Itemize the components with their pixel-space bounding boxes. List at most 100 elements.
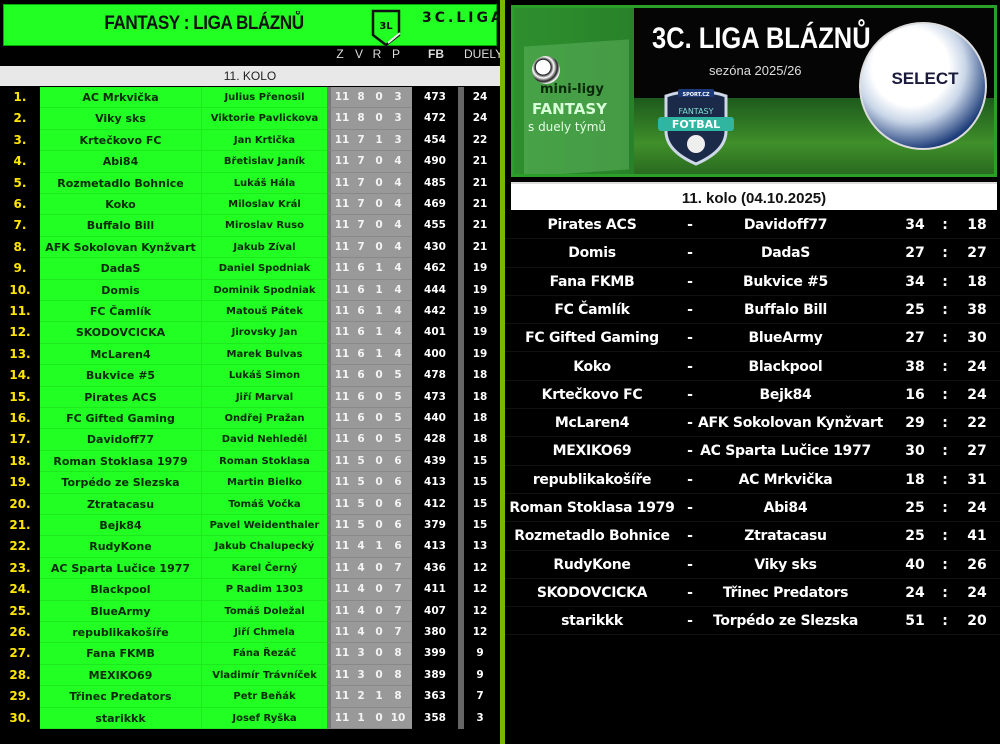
rank: 4. [13,154,27,169]
standings-row: 10. Domis Dominik Spodniak 11 6 1 4 444 19 [0,279,500,301]
soccer-ball-icon [532,56,560,84]
played: 11 [334,540,350,553]
duel-points: 9 [476,668,484,681]
stats-cell: 11 5 0 6 [327,493,412,515]
stats-cell: 11 5 0 6 [327,472,412,494]
separator [458,622,464,644]
manager-name: P Radim 1303 [201,579,327,601]
team-name: Roman Stoklasa 1979 [40,450,201,473]
match-row: Rozmetadlo Bohnice - Ztratacasu 25: 41 [505,522,1000,551]
fantasy-points: 490 [424,155,446,168]
team-name: Krtečkovo FC [40,129,201,152]
score-separator: : [942,245,948,262]
stats-cell: 11 4 0 7 [327,622,412,644]
manager-name: Tomáš Doležal [201,600,327,622]
rank: 8. [13,239,27,254]
fantasy-points: 411 [424,583,446,596]
match-separator: - [687,415,693,432]
home-team: MEXIKO69 [552,443,632,460]
fantasy-points: 389 [424,668,446,681]
manager-name: Miroslav Ruso [201,215,327,237]
score-separator: : [942,528,948,545]
rank: 28. [9,667,31,682]
team-name: AFK Sokolovan Kynžvart [40,236,201,259]
matches-round-title: 11. kolo (04.10.2025) [511,182,997,210]
away-score: 24 [967,584,987,601]
away-score: 27 [967,443,987,460]
stats-cell: 11 3 0 8 [327,643,412,665]
team-name: Viky sks [40,108,201,130]
wins: 4 [357,583,365,596]
duel-points: 15 [472,454,488,467]
separator [458,151,464,173]
score-separator: : [942,217,948,233]
home-team: FC Čamlík [554,301,630,318]
wins: 6 [357,305,365,317]
fantasy-fotbal-shield-logo: SPORT.CZ FANTASY FOTBAL [658,89,734,166]
duel-points: 3 [476,711,484,724]
manager-name: Pavel Weidenthaler [201,515,327,537]
duel-points: 21 [472,219,488,232]
duel-points: 7 [476,690,484,703]
away-team: Třinec Predators [722,584,849,601]
score-separator: : [942,500,948,516]
fantasy-points: 363 [424,690,446,703]
fantasy-points: 379 [424,519,446,531]
draws: 0 [375,433,383,446]
team-name: republikakošíře [40,622,201,644]
away-team: AC Mrkvička [738,471,833,488]
ball-brand: SELECT [891,69,959,88]
away-team: Abi84 [763,500,808,516]
separator [458,87,464,109]
league-logo-text: 3L [379,21,393,32]
draws: 0 [375,668,383,681]
team-name: Rozmetadlo Bohnice [40,172,201,194]
played: 11 [334,369,350,382]
score-separator: : [942,273,948,290]
match-separator: - [687,556,693,573]
panel-divider [500,0,505,744]
stats-cell: 11 2 1 8 [327,686,412,708]
duel-points: 18 [472,412,488,424]
fantasy-points: 413 [424,540,446,553]
col-duely: DUELY [464,47,504,61]
home-team: Roman Stoklasa 1979 [509,500,675,516]
wins: 4 [357,604,365,617]
rank: 3. [13,132,27,147]
league-header: FANTASY : LIGA BLÁZNŮ 3L 3C.LIGA [3,4,502,47]
away-team: Bukvice #5 [742,273,828,290]
home-team: Koko [573,358,611,375]
wins: 6 [357,433,365,446]
draws: 0 [375,412,383,424]
fantasy-points: 439 [424,454,446,467]
played: 11 [334,155,350,168]
wins: 3 [357,668,365,681]
wins: 4 [357,626,365,638]
home-score: 18 [905,471,925,488]
duel-points: 21 [472,240,488,253]
duel-points: 22 [472,133,488,146]
rank: 16. [9,411,31,425]
losses: 3 [394,91,402,103]
col-p: P [391,47,400,61]
wins: 4 [357,540,365,553]
fantasy-points: 400 [424,347,446,360]
wins: 1 [357,711,365,724]
league-name: 3C.LIGA [422,10,505,26]
home-score: 40 [905,556,925,573]
home-team: FC Gifted Gaming [525,330,659,347]
team-name: FC Gifted Gaming [40,408,201,430]
duel-points: 15 [472,497,488,510]
played: 11 [334,668,350,681]
rank: 17. [9,432,31,447]
rank: 24. [9,582,31,597]
fantasy-points: 472 [424,112,446,125]
played: 11 [334,219,350,232]
col-z: Z [336,47,344,61]
losses: 7 [394,604,402,617]
duel-points: 19 [472,326,488,339]
stats-cell: 11 4 0 7 [327,579,412,601]
team-name: SKODOVCICKA [40,322,201,344]
separator [458,215,464,237]
separator [458,536,464,558]
